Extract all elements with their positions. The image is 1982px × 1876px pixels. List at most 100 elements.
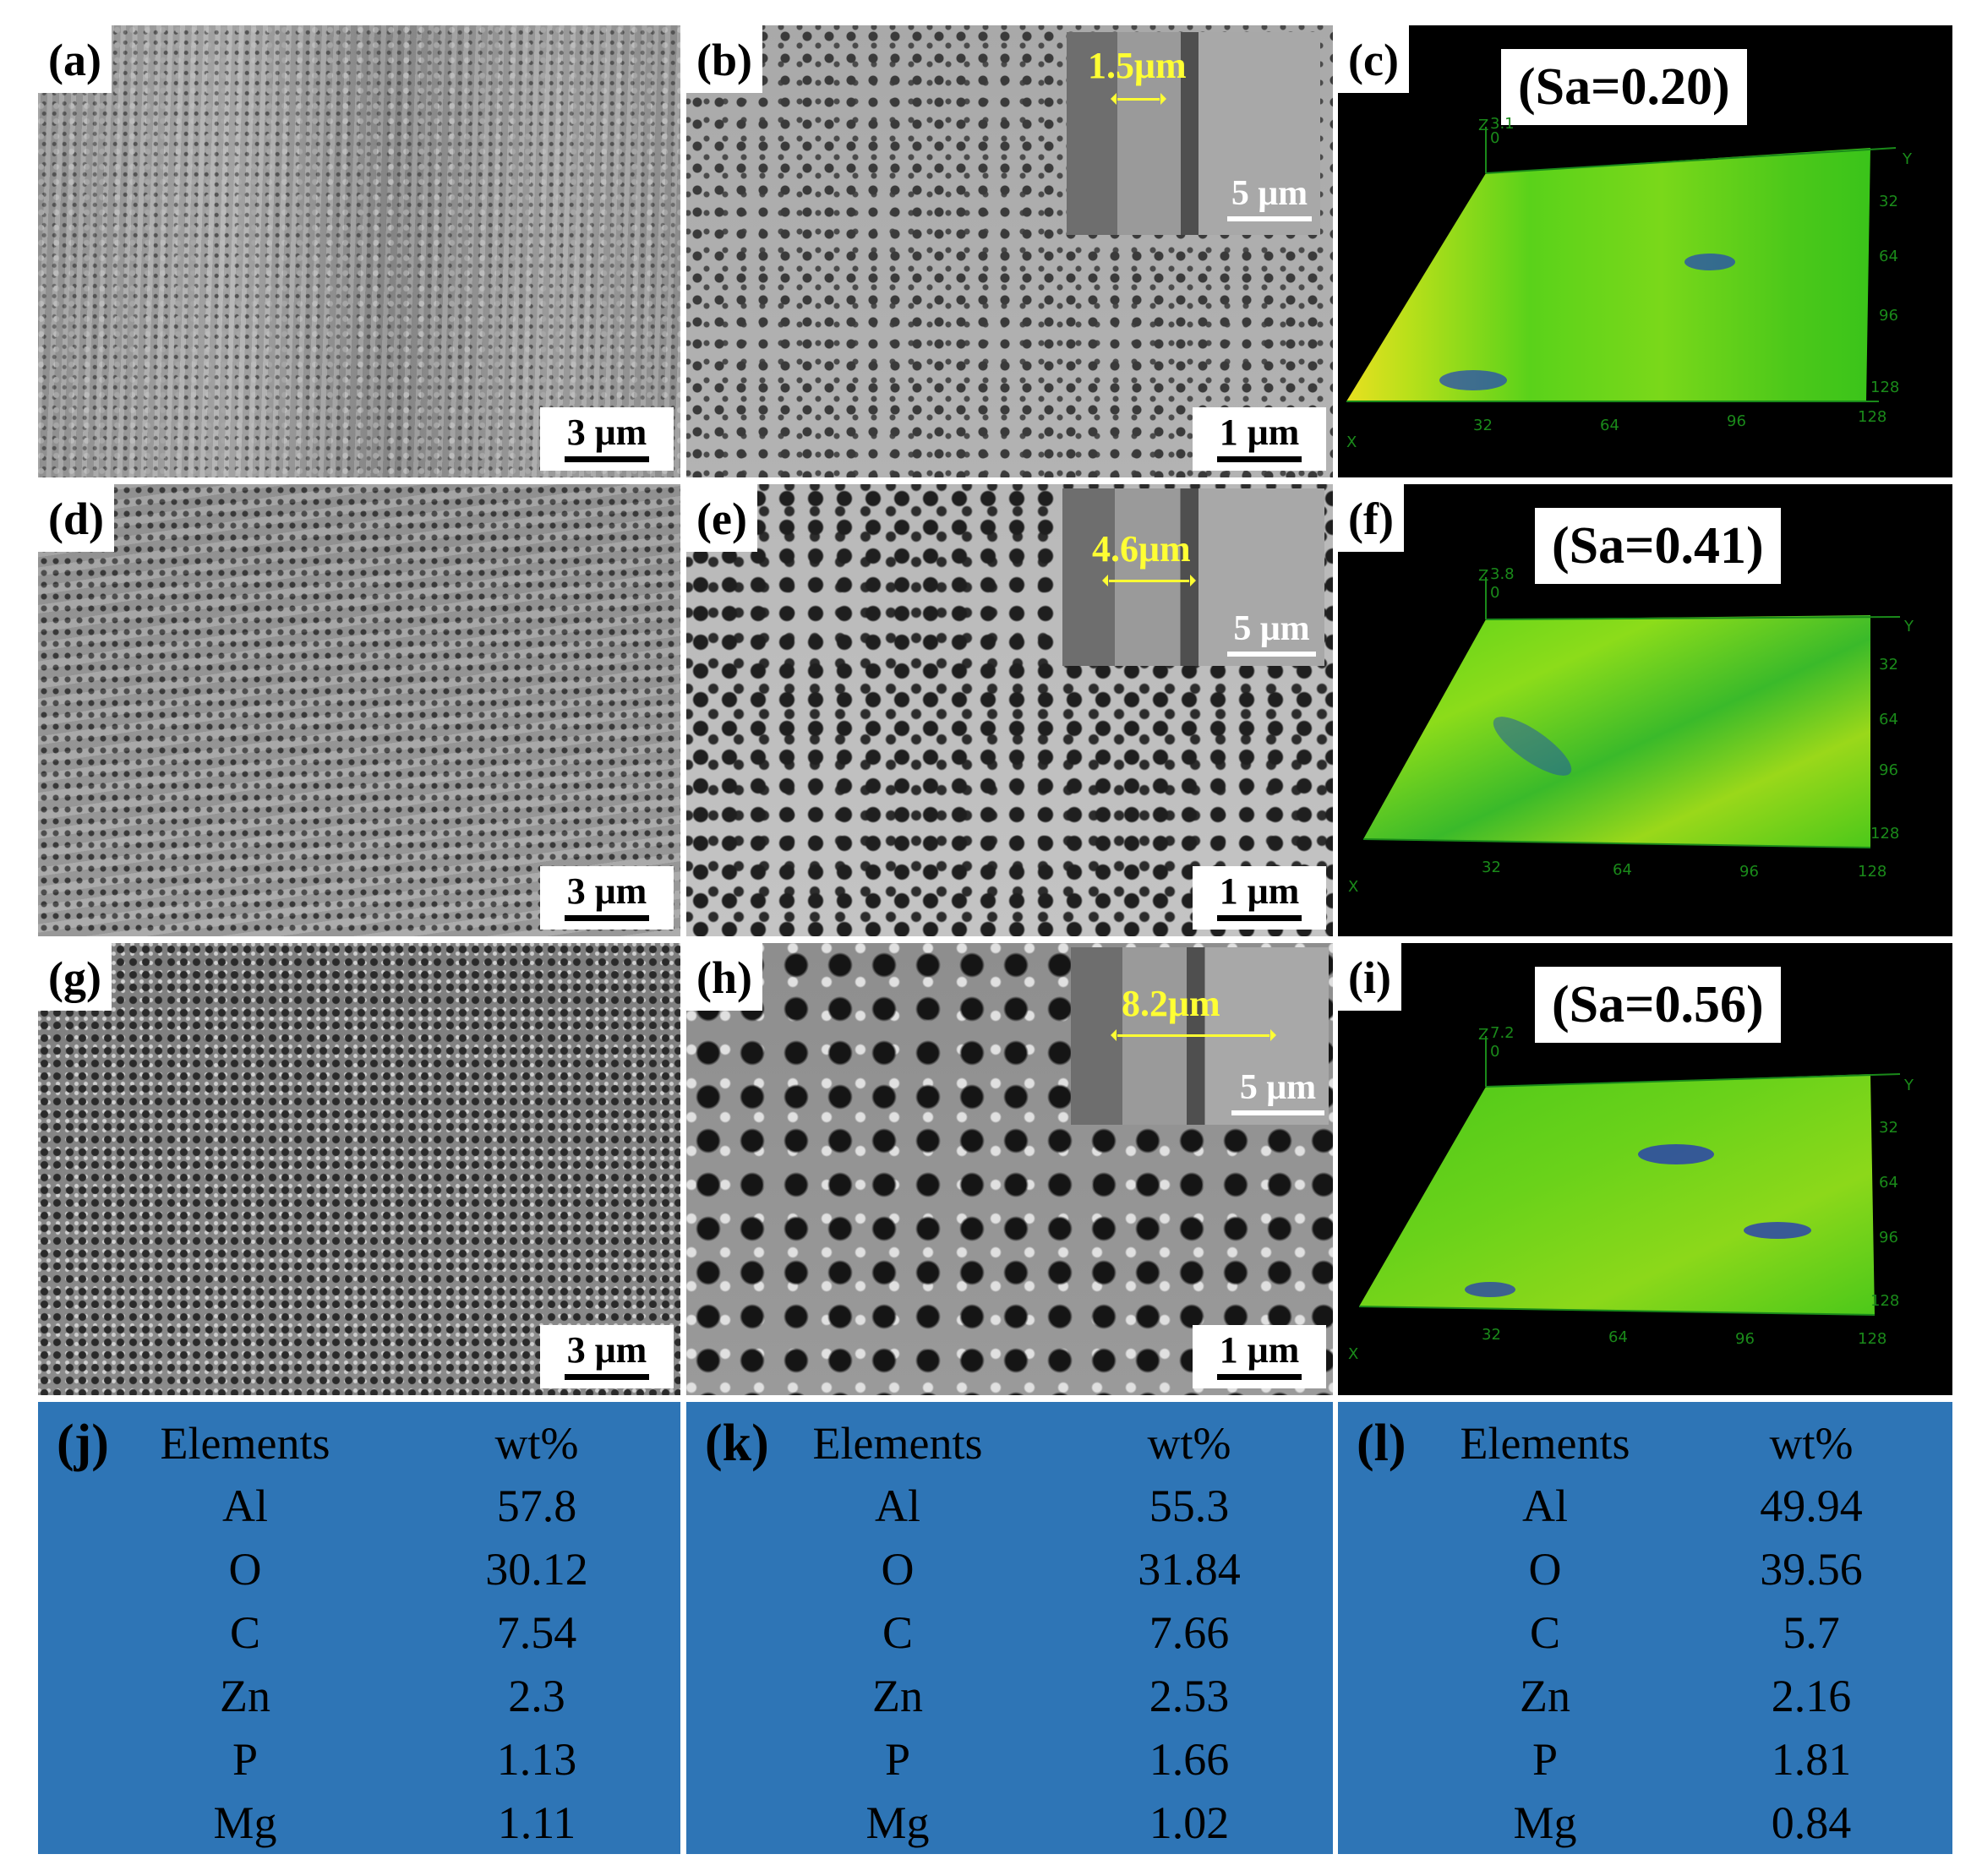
axis-z-label-c: Z [1478, 117, 1489, 134]
valley-c1 [1684, 254, 1735, 270]
sem-image-e: (e) 4.6μm 5 μm 1 μm [686, 484, 1333, 936]
valley-i3 [1465, 1282, 1515, 1297]
y-tick-i-3: 96 [1879, 1229, 1898, 1246]
sa-value-f: (Sa=0.41) [1532, 505, 1783, 586]
axis-x-f [1362, 838, 1871, 848]
table-cell-value: 30.12 [485, 1544, 588, 1595]
panel-label-d: (d) [38, 484, 114, 552]
x-tick-c-1: 32 [1473, 417, 1493, 434]
axis-x-label-f: X [1348, 878, 1359, 896]
eds-table-l: (l) Elements wt% Al 49.94 O 39.56 C 5.7 … [1338, 1402, 1952, 1854]
y-tick-c-2: 64 [1879, 248, 1898, 265]
eds-table-k: (k) Elements wt% Al 55.3 O 31.84 C 7.66 … [686, 1402, 1333, 1854]
z-min-i: 0 [1490, 1043, 1500, 1061]
scale-bar-line-e [1217, 915, 1302, 921]
sem-image-b: (b) 1.5μm 5 μm 1 μm [686, 25, 1333, 477]
table-cell-element: Al [875, 1481, 920, 1531]
table-cell-value: 1.02 [1149, 1797, 1230, 1848]
panel-label-c: (c) [1338, 25, 1409, 93]
table-cell-value: 2.53 [1149, 1671, 1230, 1721]
table-cell-value: 1.13 [496, 1734, 577, 1785]
surface-c [1346, 148, 1870, 401]
table-header-elements-j: Elements [160, 1418, 330, 1469]
thickness-label-h: 8.2μm [1122, 983, 1220, 1024]
scale-bar-line-h [1217, 1374, 1302, 1380]
sem-image-h: (h) 8.2μm 5 μm 1 μm [686, 943, 1333, 1395]
table-cell-element: Mg [1513, 1797, 1577, 1848]
scale-bar-e: 1 μm [1193, 866, 1326, 930]
panel-label-g: (g) [38, 943, 112, 1011]
axis-y-label-f: Y [1904, 618, 1914, 635]
y-tick-i-4: 128 [1870, 1292, 1900, 1310]
table-header-elements-k: Elements [812, 1418, 983, 1469]
panel-label-h: (h) [686, 943, 762, 1011]
scale-bar-text-d: 3 μm [566, 870, 647, 912]
z-max-i: 7.2 [1490, 1024, 1515, 1042]
y-tick-i-1: 32 [1879, 1119, 1898, 1137]
cross-section-inset-e: 4.6μm 5 μm [1062, 488, 1324, 666]
x-tick-f-4: 128 [1858, 863, 1887, 881]
scale-bar-text-h: 1 μm [1219, 1329, 1300, 1371]
thickness-label-b: 1.5μm [1088, 45, 1187, 86]
table-cell-value: 1.66 [1149, 1734, 1230, 1785]
x-tick-c-3: 96 [1727, 412, 1746, 430]
surface-i [1359, 1074, 1875, 1315]
table-cell-element: O [1528, 1544, 1562, 1595]
table-cell-element: O [228, 1544, 262, 1595]
z-max-c: 3.1 [1490, 115, 1515, 133]
surface-3d-plot-i [1358, 1036, 1901, 1316]
table-header-elements-l: Elements [1460, 1418, 1630, 1469]
cross-section-inset-b: 1.5μm 5 μm [1067, 32, 1320, 235]
axis-y-label-i: Y [1904, 1077, 1914, 1094]
table-cell-value: 1.11 [497, 1797, 576, 1848]
table-cell-value: 5.7 [1783, 1607, 1840, 1658]
inset-scale-text-e: 5 μm [1233, 609, 1310, 648]
surface-3d-plot-f [1362, 577, 1901, 848]
scale-bar-g: 3 μm [540, 1325, 674, 1388]
x-tick-c-2: 64 [1600, 417, 1619, 434]
scale-bar-text-a: 3 μm [566, 412, 647, 453]
table-cell-value: 1.81 [1771, 1734, 1852, 1785]
axis-x-label-c: X [1346, 434, 1357, 451]
valley-i1 [1638, 1144, 1714, 1164]
z-min-c: 0 [1490, 129, 1500, 147]
scale-bar-line-g [565, 1374, 649, 1380]
scale-bar-text-g: 3 μm [566, 1329, 647, 1371]
table-header-wt-j: wt% [494, 1418, 579, 1469]
x-tick-i-2: 64 [1608, 1328, 1628, 1346]
x-tick-f-2: 64 [1613, 861, 1632, 879]
eds-table-j: (j) Elements wt% Al 57.8 O 30.12 C 7.54 … [38, 1402, 680, 1854]
y-tick-i-2: 64 [1879, 1174, 1898, 1192]
inset-scale-line-e [1227, 652, 1316, 657]
thickness-label-e: 4.6μm [1092, 528, 1191, 570]
scale-bar-h: 1 μm [1193, 1325, 1326, 1388]
scale-bar-text-b: 1 μm [1219, 412, 1300, 453]
y-tick-f-3: 96 [1879, 761, 1898, 779]
sem-image-g: (g) 3 μm [38, 943, 680, 1395]
y-tick-c-3: 96 [1879, 307, 1898, 324]
axis-z-label-i: Z [1478, 1026, 1489, 1044]
table-cell-value: 2.3 [508, 1671, 565, 1721]
panel-label-i: (i) [1338, 943, 1401, 1011]
scale-bar-line-d [565, 915, 649, 921]
thickness-arrow-e [1102, 575, 1196, 586]
x-tick-c-4: 128 [1858, 408, 1887, 426]
panel-label-a: (a) [38, 25, 112, 93]
inset-scale-text-h: 5 μm [1239, 1068, 1317, 1107]
scale-bar-line-b [1217, 456, 1302, 462]
panel-label-k: (k) [705, 1415, 769, 1472]
y-tick-f-2: 64 [1879, 711, 1898, 728]
table-cell-element: C [229, 1607, 261, 1658]
scale-bar-b: 1 μm [1193, 407, 1326, 471]
x-tick-f-3: 96 [1739, 863, 1759, 881]
sem-image-d: (d) 3 μm [38, 484, 680, 936]
sa-value-i: (Sa=0.56) [1532, 964, 1783, 1045]
axis-y-c [1485, 147, 1897, 174]
table-cell-element: Mg [213, 1797, 277, 1848]
axis-y-i [1485, 1073, 1901, 1088]
table-cell-element: Zn [1520, 1671, 1570, 1721]
table-cell-value: 39.56 [1760, 1544, 1863, 1595]
table-cell-element: C [882, 1607, 914, 1658]
panel-label-b: (b) [686, 25, 762, 93]
inset-scale-text-b: 5 μm [1231, 174, 1308, 213]
